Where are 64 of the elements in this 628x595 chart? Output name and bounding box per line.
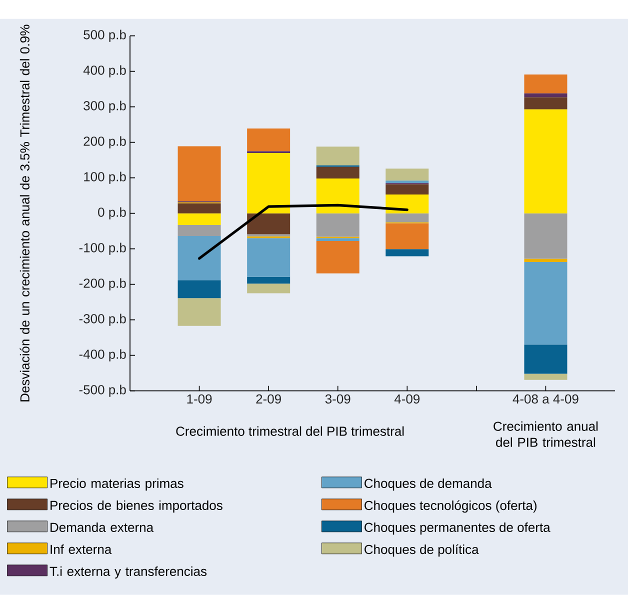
bar xyxy=(247,238,290,277)
bar xyxy=(386,223,429,250)
bar xyxy=(524,213,568,259)
x-tick-label: 2-09 xyxy=(256,394,281,404)
x-tick-label: 4-08 a 4-09 xyxy=(512,394,578,404)
bar xyxy=(386,249,429,256)
bar xyxy=(178,203,221,214)
bar xyxy=(316,178,360,214)
legend-label: Choques de demanda xyxy=(364,478,492,491)
bar xyxy=(386,168,429,181)
legend-label: T.i externa y transferencias xyxy=(50,566,207,579)
legend-label: Inf externa xyxy=(50,544,112,554)
bar xyxy=(247,213,290,234)
bar xyxy=(247,153,290,214)
bar xyxy=(524,97,568,110)
bar xyxy=(386,184,429,195)
y-tick-label: 0 p.b xyxy=(98,207,126,220)
text: Crecimiento anual del PIB trimestral xyxy=(494,421,598,447)
bar xyxy=(178,298,221,326)
y-tick-label: -400 p.b xyxy=(79,349,126,362)
y-tick-label: -300 p.b xyxy=(79,314,126,326)
bar xyxy=(524,93,568,98)
bar xyxy=(524,262,568,345)
legend-label: Choques tecnológicos (oferta) xyxy=(364,500,536,513)
bar xyxy=(316,241,360,274)
bar xyxy=(524,344,568,374)
bar xyxy=(524,374,568,380)
bar xyxy=(247,128,290,152)
bar xyxy=(524,258,568,262)
y-tick-label: 200 p.b xyxy=(84,136,126,148)
y-tick-label: -500 p.b xyxy=(79,384,126,397)
legend-label: Choques de política xyxy=(364,544,479,557)
bar xyxy=(178,213,221,226)
bar xyxy=(178,280,221,298)
bar xyxy=(386,213,429,222)
bar xyxy=(178,225,221,236)
legend-label: Demanda externa xyxy=(50,522,154,532)
y-tick-label: 300 p.b xyxy=(84,100,126,113)
y-axis-title: Desviación de un crecimiento anual de 3.5% Trimestral del 0.9% xyxy=(20,24,30,402)
bar xyxy=(316,213,360,237)
x-tick-label: 1-09 xyxy=(187,394,212,404)
y-tick-label: -100 p.b xyxy=(79,242,126,255)
y-tick-label: 100 p.b xyxy=(84,172,126,184)
bar xyxy=(524,109,568,214)
bar xyxy=(316,238,360,242)
bar xyxy=(178,236,221,280)
bar xyxy=(386,180,429,184)
x-tick-label: 4-09 xyxy=(394,394,420,404)
bar xyxy=(247,276,290,284)
bar xyxy=(316,146,360,166)
line-series xyxy=(198,204,408,260)
bar xyxy=(178,146,221,202)
y-tick-label: -200 p.b xyxy=(79,278,126,290)
legend-label: Choques permanentes de oferta xyxy=(364,522,550,535)
y-tick-label: 500 p.b xyxy=(84,30,126,42)
bar xyxy=(524,74,568,94)
x-tick-label: 3-09 xyxy=(325,394,350,404)
legend-label: Precios de bienes importados xyxy=(50,500,222,513)
bar xyxy=(386,194,429,214)
y-tick-label: 400 p.b xyxy=(83,65,126,78)
bar xyxy=(316,166,360,179)
legend-label: Precio materias primas xyxy=(50,478,184,491)
bar xyxy=(247,284,290,294)
x-axis-title: Crecimiento trimestral del PIB trimestral xyxy=(176,426,404,436)
